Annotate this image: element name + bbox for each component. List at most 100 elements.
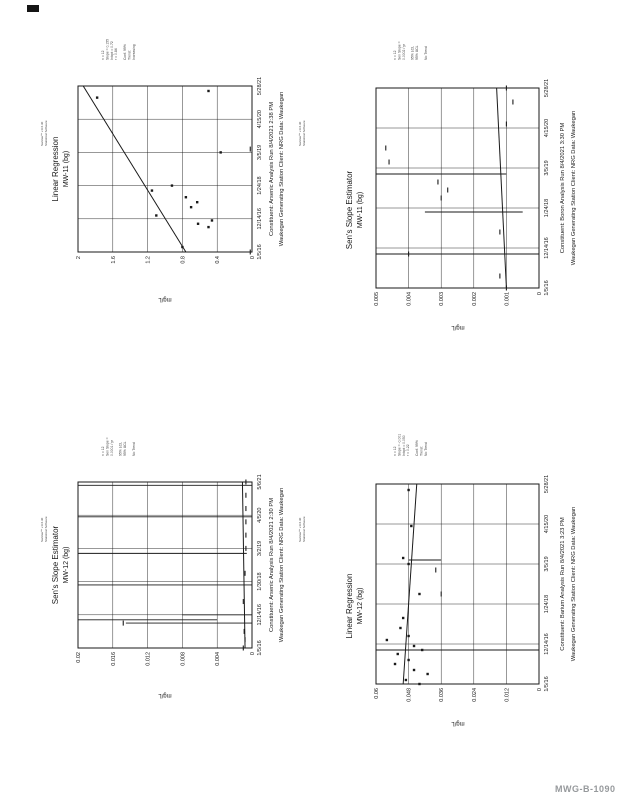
svg-text:Statistical Software: Statistical Software [44, 516, 48, 542]
svg-text:95% LCL: 95% LCL [119, 442, 123, 456]
svg-text:4/15/20: 4/15/20 [544, 515, 550, 533]
data-point [196, 222, 200, 225]
data-point [170, 184, 174, 187]
svg-text:No Trend: No Trend [132, 442, 136, 456]
legend-stats-block: n = 12 Slope = 0.155 Intcpt = 0.72 r = 0.84… [101, 39, 136, 60]
trend-line [402, 483, 418, 685]
data-point [207, 225, 210, 229]
svg-text:Sanitas™ v.9.6.30: Sanitas™ v.9.6.30 [298, 121, 302, 146]
y-axis-label: mg/L [158, 692, 172, 698]
svg-text:4/15/20: 4/15/20 [257, 110, 263, 128]
plot-frame [375, 87, 540, 289]
svg-text:1/24/18: 1/24/18 [257, 176, 263, 194]
data-point [412, 668, 416, 672]
y-axis-label: mg/L [451, 324, 465, 330]
svg-text:0: 0 [537, 292, 543, 295]
svg-text:12/14/16: 12/14/16 [257, 604, 263, 625]
svg-text:1/30/18: 1/30/18 [257, 572, 263, 590]
svg-text:1/24/18: 1/24/18 [544, 199, 550, 217]
y-axis-label: mg/L [158, 296, 172, 302]
legend-stats-block: n = 12 Sen Slope = 0.0001 / yr 95% LCL 95% U… [101, 437, 136, 456]
data-point [401, 556, 405, 560]
data-marks [376, 85, 539, 291]
data-point [155, 214, 158, 217]
svg-text:0.003: 0.003 [439, 292, 445, 306]
y-axis-label: mg/L [451, 720, 465, 726]
svg-text:4/15/20: 4/15/20 [544, 119, 550, 137]
data-point [410, 524, 413, 528]
y-axis-tick-labels: 0 0.4 0.8 1.2 1.6 2 [76, 256, 256, 264]
data-point [195, 200, 199, 204]
svg-text:0.0002 / yr: 0.0002 / yr [402, 43, 406, 60]
data-point [181, 245, 184, 249]
rotated-chart-canvas: Linear Regression MW-12 (bg) 0 0.012 0.024 0.… [296, 396, 616, 756]
data-point [404, 678, 408, 682]
grid-lines [78, 86, 252, 252]
tiny-header-block: Sanitas™ v.9.6.30 Statistical Software [298, 120, 306, 146]
data-point [184, 196, 188, 199]
svg-text:Conf. 99%: Conf. 99% [415, 440, 419, 456]
svg-text:1/5/16: 1/5/16 [544, 280, 550, 295]
svg-text:Intcpt = 0.050: Intcpt = 0.050 [402, 435, 406, 456]
chart-subtitle: MW-12 (bg) [63, 547, 70, 584]
data-marks [376, 483, 539, 686]
svg-text:0.4: 0.4 [215, 256, 221, 264]
svg-text:Statistical Software: Statistical Software [302, 516, 306, 542]
data-point [219, 151, 222, 154]
tiny-header-block: Sanitas™ v.9.6.30 Statistical Software [40, 516, 48, 542]
svg-text:Slope = -0.001: Slope = -0.001 [397, 434, 401, 456]
data-point [418, 592, 421, 596]
svg-text:0.016: 0.016 [111, 652, 117, 666]
chart-subtitle: MW-12 (bg) [357, 588, 364, 625]
svg-text:0: 0 [537, 688, 543, 691]
bottom-right-linear-regression: Linear Regression MW-12 (bg) 0 0.012 0.024 0.… [298, 434, 577, 726]
data-point [420, 648, 424, 652]
svg-text:0.004: 0.004 [407, 292, 413, 306]
svg-text:n = 12: n = 12 [393, 446, 397, 456]
top-left-linear-regression: Linear Regression MW-11 (bg) 0 0.4 0.8 1.2 1.6… [40, 39, 285, 302]
chart-title: Sen's Slope Estimator [345, 170, 354, 249]
svg-text:Sen Slope =: Sen Slope = [397, 41, 401, 60]
svg-text:0.8: 0.8 [180, 256, 186, 264]
trend-line [496, 87, 507, 289]
svg-text:0.048: 0.048 [407, 688, 413, 702]
grid-lines [376, 484, 539, 684]
svg-text:4/5/20: 4/5/20 [257, 508, 263, 523]
plot-frame [375, 483, 540, 685]
x-axis-date-labels: 1/5/16 12/14/16 1/24/18 3/5/19 4/15/20 5/28/2… [544, 475, 550, 692]
data-point [401, 616, 405, 620]
rotated-chart-canvas: Linear Regression MW-11 (bg) 0 0.4 0.8 1.2 1.6… [38, 0, 288, 360]
chart-title: Linear Regression [345, 574, 354, 639]
footer-site-line: Waukegan Generating Station Client: NRG … [279, 488, 285, 643]
footer-site-line: Waukegan Generating Station Client: NRG … [571, 111, 577, 266]
svg-text:12/14/16: 12/14/16 [544, 237, 550, 258]
svg-text:Statistical Software: Statistical Software [44, 120, 48, 146]
svg-text:5/28/21: 5/28/21 [257, 77, 263, 95]
svg-text:3/5/19: 3/5/19 [544, 160, 550, 175]
svg-text:95% UCL: 95% UCL [415, 45, 419, 60]
svg-text:Sanitas™ v.9.6.30: Sanitas™ v.9.6.30 [40, 121, 44, 146]
svg-text:1/5/16: 1/5/16 [257, 244, 263, 259]
grid-lines [376, 88, 539, 288]
svg-text:5/28/21: 5/28/21 [544, 79, 550, 97]
svg-text:0.024: 0.024 [472, 688, 478, 702]
svg-text:12/14/16: 12/14/16 [544, 633, 550, 654]
svg-text:Intcpt = 0.72: Intcpt = 0.72 [110, 41, 114, 60]
svg-text:Increasing: Increasing [132, 44, 136, 60]
bottom-left-sens-slope: Sen's Slope Estimator MW-12 (bg) 0 0.004 0.0… [40, 437, 285, 698]
svg-text:Sen Slope =: Sen Slope = [105, 437, 109, 456]
svg-text:1/24/18: 1/24/18 [544, 595, 550, 613]
data-point [150, 189, 154, 192]
tiny-header-block: Sanitas™ v.9.6.30 Statistical Software [298, 516, 306, 542]
rotated-chart-canvas: Sen's Slope Estimator MW-11 (bg) 0 0.001 0.0… [296, 0, 616, 360]
data-point [412, 644, 416, 648]
svg-text:2: 2 [76, 256, 82, 259]
svg-text:0.036: 0.036 [439, 688, 445, 702]
svg-text:3/5/19: 3/5/19 [544, 556, 550, 571]
data-point [426, 672, 429, 676]
legend-stats-block: n = 12 Slope = -0.001 Intcpt = 0.050 r = 0.… [393, 434, 428, 456]
svg-text:0.005: 0.005 [374, 292, 380, 306]
footer-constituent-line: Constituent: Arsenic Analysis Run 8/4/20… [269, 498, 275, 632]
svg-text:5/6/21: 5/6/21 [257, 474, 263, 489]
